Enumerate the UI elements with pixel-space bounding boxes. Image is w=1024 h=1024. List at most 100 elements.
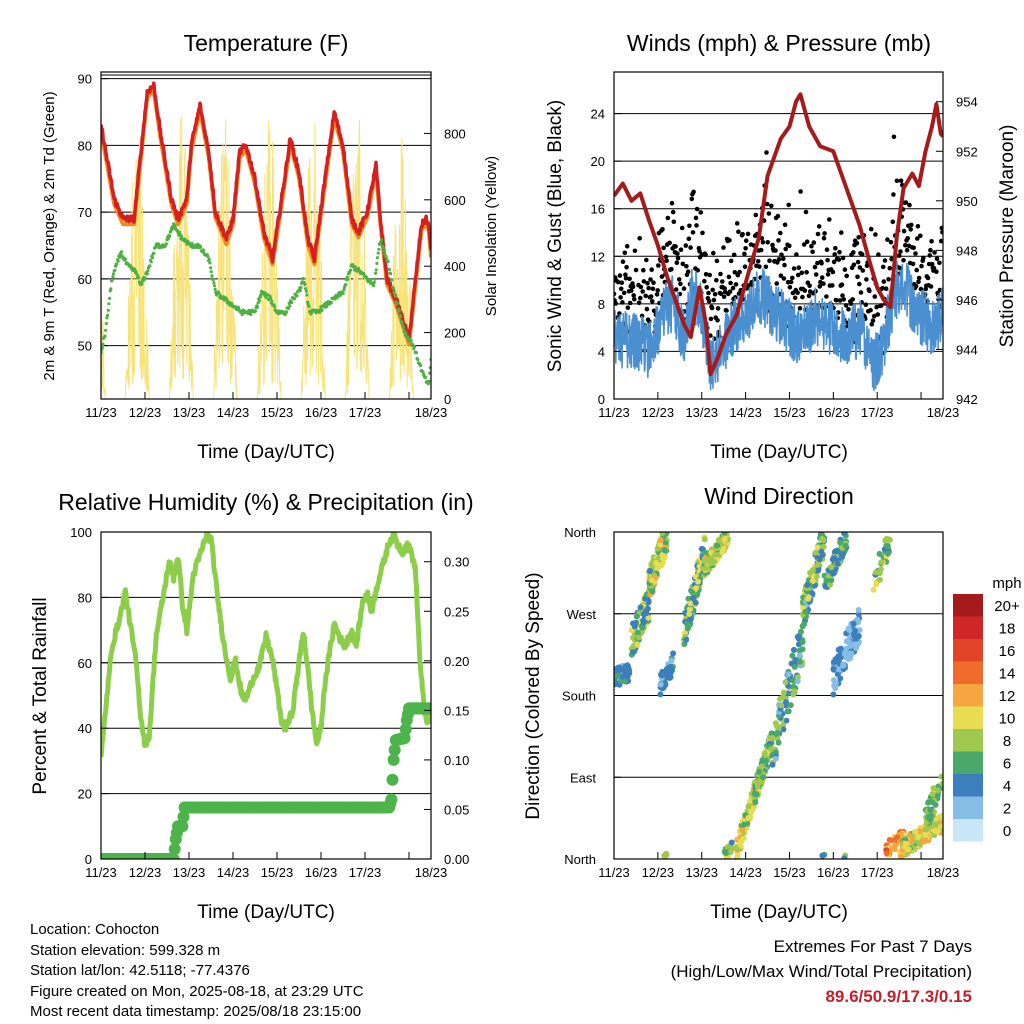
gust-point [638, 284, 644, 290]
humidity-line [101, 532, 431, 758]
y-right-tick-label: 200 [444, 326, 466, 341]
gust-point [822, 231, 827, 236]
direction-panel: Wind Direction 11/23 12/23 13/23 14/23 15/23… [523, 483, 1022, 923]
x-tick-label: 11/23 [598, 865, 630, 880]
gust-point [813, 272, 819, 277]
direction-point [926, 816, 933, 823]
gust-point [673, 287, 679, 292]
gust-point [669, 200, 675, 206]
dewpoint-point [305, 293, 309, 297]
gust-point [764, 150, 769, 155]
gust-point [678, 281, 683, 287]
legend-swatch [953, 616, 983, 639]
dewpoint-point [386, 260, 390, 264]
dewpoint-point [387, 267, 391, 272]
gust-point [887, 265, 893, 271]
gust-point [773, 248, 778, 253]
x-tick-label: 14/23 [217, 405, 250, 420]
gust-point [641, 267, 646, 273]
gust-point [757, 264, 762, 269]
gust-point [706, 298, 712, 304]
dewpoint-point [329, 300, 333, 305]
gust-point [625, 305, 631, 311]
y-tick-label: 80 [78, 590, 92, 605]
humidity-title: Relative Humidity (%) & Precipitation (i… [58, 489, 473, 515]
direction-point [855, 607, 862, 613]
gust-point [796, 265, 802, 271]
legend-label: 10 [999, 711, 1016, 728]
dewpoint-point [426, 382, 430, 386]
extremes-box: Extremes For Past 7 Days (High/Low/Max W… [671, 934, 972, 1009]
gust-point [864, 277, 869, 282]
gust-point [654, 292, 660, 297]
x-tick-label: 17/23 [349, 865, 382, 880]
precip-point [168, 843, 181, 856]
x-tick-label: 16/23 [305, 865, 338, 880]
dewpoint-point [393, 294, 397, 298]
dewpoint-point [109, 287, 113, 291]
gust-point [618, 295, 623, 300]
dewpoint-point [168, 234, 172, 238]
gust-point [720, 279, 725, 284]
gust-point [869, 322, 875, 327]
direction-point [649, 588, 656, 595]
gust-point [833, 245, 838, 251]
gust-point [659, 274, 665, 279]
x-tick-label: 15/23 [773, 405, 806, 420]
direction-point [814, 562, 821, 569]
direction-point [820, 537, 827, 544]
direction-point [822, 583, 829, 590]
dewpoint-point [140, 282, 144, 286]
gust-point [843, 303, 849, 308]
gust-point [650, 286, 656, 292]
dewpoint-point [320, 308, 324, 312]
dewpoint-point [145, 272, 149, 276]
gust-point [721, 294, 727, 300]
humidity-xlabel: Time (Day/UTC) [197, 902, 335, 923]
direction-point [790, 677, 797, 684]
gust-point [726, 274, 732, 280]
gust-point [842, 267, 848, 272]
x-tick-label: 12/23 [129, 865, 162, 880]
gust-point [763, 264, 769, 270]
gust-point [746, 283, 751, 288]
gust-point [646, 285, 651, 291]
elevation-text: Station elevation: 599.328 m [30, 941, 221, 959]
dewpoint-point [106, 313, 110, 317]
gust-point [870, 318, 876, 323]
legend-label: 2 [1003, 801, 1011, 818]
direction-point [837, 654, 844, 661]
direction-point [695, 578, 701, 585]
dewpoint-point [108, 296, 112, 300]
gust-point [806, 293, 812, 299]
gust-point [620, 259, 626, 265]
gust-point [811, 240, 817, 245]
gust-point [721, 245, 726, 250]
gust-point [782, 262, 787, 268]
direction-point [639, 624, 646, 631]
gust-point [728, 258, 734, 264]
direction-point [796, 647, 803, 654]
gust-point [832, 252, 837, 257]
precip-series [101, 702, 431, 859]
direction-point [693, 585, 699, 592]
gust-point [841, 297, 846, 302]
dewpoint-point [105, 316, 109, 320]
direction-point [802, 608, 809, 615]
gust-point [779, 252, 784, 258]
gust-point [728, 280, 733, 286]
dewpoint-point [298, 288, 302, 293]
gust-point [660, 227, 665, 232]
gust-point [837, 298, 843, 303]
gust-point [724, 308, 729, 314]
gust-point [786, 202, 791, 208]
dewpoint-point [156, 242, 160, 246]
gust-point [651, 280, 656, 286]
gust-point [791, 266, 797, 271]
gust-point [743, 238, 749, 243]
gust-point [934, 256, 940, 262]
dewpoint-point [103, 334, 107, 338]
direction-point [820, 543, 827, 550]
direction-point [790, 647, 797, 653]
dewpoint-point [292, 297, 296, 301]
